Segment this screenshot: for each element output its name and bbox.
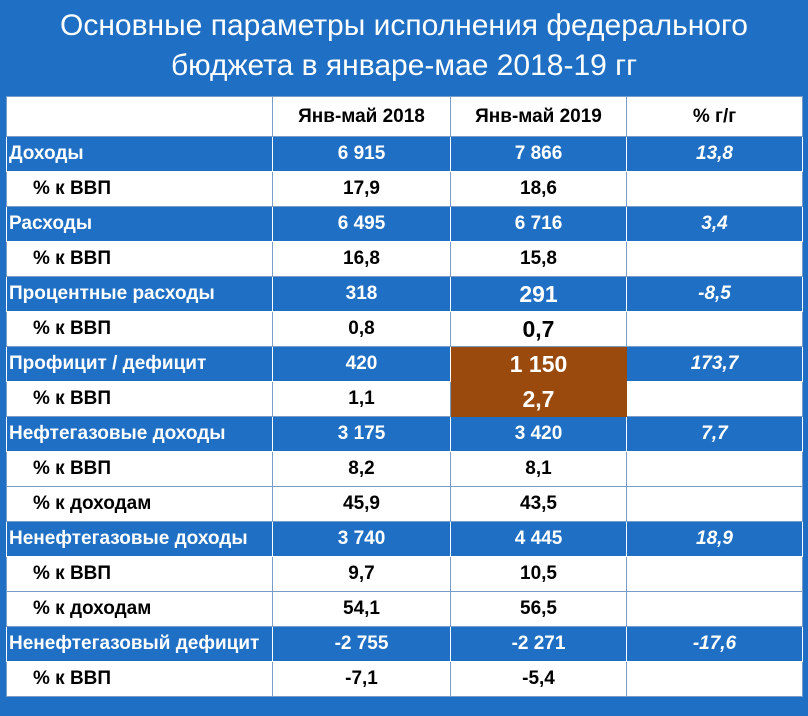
- value-yoy: [626, 381, 803, 417]
- value-2019: 6 716: [450, 206, 627, 242]
- table-row: Профицит / дефицит 420 1 150 173,7: [6, 346, 803, 382]
- row-label: Профицит / дефицит: [6, 346, 273, 382]
- table-row: % к ВВП 1,1 2,7: [6, 381, 803, 417]
- title-line-1: Основные параметры исполнения федерально…: [60, 9, 748, 42]
- value-2018: 8,2: [272, 451, 451, 487]
- value-yoy: [626, 171, 803, 207]
- value-2019: 15,8: [450, 241, 627, 277]
- value-2018: 6 915: [272, 136, 451, 172]
- value-2019: 18,6: [450, 171, 627, 207]
- header-cell-yoy: % г/г: [626, 96, 803, 137]
- table-header-row: Янв-май 2018 Янв-май 2019 % г/г: [6, 96, 803, 137]
- page-title: Основные параметры исполнения федерально…: [0, 0, 808, 92]
- value-yoy: 3,4: [626, 206, 803, 242]
- row-label: Нефтегазовые доходы: [6, 416, 273, 452]
- table-row: % к доходам 54,1 56,5: [6, 591, 803, 627]
- table-row: Ненефтегазовые доходы 3 740 4 445 18,9: [6, 521, 803, 557]
- table-row: % к ВВП 8,2 8,1: [6, 451, 803, 487]
- value-2018: 6 495: [272, 206, 451, 242]
- row-label: % к ВВП: [6, 381, 273, 417]
- table-row: % к ВВП 9,7 10,5: [6, 556, 803, 592]
- row-label: % к ВВП: [6, 556, 273, 592]
- row-label: % к ВВП: [6, 451, 273, 487]
- row-label: % к ВВП: [6, 241, 273, 277]
- table-row: Расходы 6 495 6 716 3,4: [6, 206, 803, 242]
- row-label: Ненефтегазовые доходы: [6, 521, 273, 557]
- value-2019: 43,5: [450, 486, 627, 522]
- value-2018: -2 755: [272, 626, 451, 662]
- value-2019: 7 866: [450, 136, 627, 172]
- header-cell-empty: [6, 96, 273, 137]
- value-2019: 291: [450, 276, 627, 312]
- table-row: Процентные расходы 318 291 -8,5: [6, 276, 803, 312]
- row-label: % к ВВП: [6, 661, 273, 697]
- value-2018: -7,1: [272, 661, 451, 697]
- value-2019-highlighted: 1 150: [450, 346, 627, 382]
- value-2018: 3 740: [272, 521, 451, 557]
- value-2019: -2 271: [450, 626, 627, 662]
- row-label: Процентные расходы: [6, 276, 273, 312]
- value-2018: 45,9: [272, 486, 451, 522]
- value-2019: 8,1: [450, 451, 627, 487]
- value-2019: 4 445: [450, 521, 627, 557]
- value-2018: 0,8: [272, 311, 451, 347]
- value-yoy: 7,7: [626, 416, 803, 452]
- value-yoy: -8,5: [626, 276, 803, 312]
- table-row: % к ВВП 16,8 15,8: [6, 241, 803, 277]
- value-yoy: 13,8: [626, 136, 803, 172]
- value-yoy: 18,9: [626, 521, 803, 557]
- value-yoy: 173,7: [626, 346, 803, 382]
- value-2019-highlighted: 2,7: [450, 381, 627, 417]
- table-row: % к ВВП -7,1 -5,4: [6, 661, 803, 697]
- header-cell-2018: Янв-май 2018: [272, 96, 451, 137]
- value-yoy: [626, 241, 803, 277]
- value-yoy: [626, 486, 803, 522]
- value-2018: 3 175: [272, 416, 451, 452]
- row-label: % к доходам: [6, 591, 273, 627]
- row-label: % к ВВП: [6, 171, 273, 207]
- value-yoy: [626, 591, 803, 627]
- value-2018: 318: [272, 276, 451, 312]
- row-label: Доходы: [6, 136, 273, 172]
- row-label: Ненефтегазовый дефицит: [6, 626, 273, 662]
- value-2018: 17,9: [272, 171, 451, 207]
- value-yoy: [626, 556, 803, 592]
- header-cell-2019: Янв-май 2019: [450, 96, 627, 137]
- table-row: Нефтегазовые доходы 3 175 3 420 7,7: [6, 416, 803, 452]
- value-yoy: [626, 451, 803, 487]
- value-2018: 1,1: [272, 381, 451, 417]
- value-2018: 420: [272, 346, 451, 382]
- value-2018: 16,8: [272, 241, 451, 277]
- budget-table: Янв-май 2018 Янв-май 2019 % г/г Доходы 6…: [6, 96, 803, 697]
- value-2019: 56,5: [450, 591, 627, 627]
- value-2019: 3 420: [450, 416, 627, 452]
- title-line-2: бюджета в январе-мае 2018-19 гг: [170, 49, 638, 82]
- value-2018: 9,7: [272, 556, 451, 592]
- row-label: % к доходам: [6, 486, 273, 522]
- value-yoy: [626, 661, 803, 697]
- value-2019: 0,7: [450, 311, 627, 347]
- table-row: Ненефтегазовый дефицит -2 755 -2 271 -17…: [6, 626, 803, 662]
- table-row: % к доходам 45,9 43,5: [6, 486, 803, 522]
- table-row: Доходы 6 915 7 866 13,8: [6, 136, 803, 172]
- value-2019: -5,4: [450, 661, 627, 697]
- value-2018: 54,1: [272, 591, 451, 627]
- row-label: Расходы: [6, 206, 273, 242]
- table-row: % к ВВП 17,9 18,6: [6, 171, 803, 207]
- value-2019: 10,5: [450, 556, 627, 592]
- row-label: % к ВВП: [6, 311, 273, 347]
- value-yoy: -17,6: [626, 626, 803, 662]
- table-row: % к ВВП 0,8 0,7: [6, 311, 803, 347]
- value-yoy: [626, 311, 803, 347]
